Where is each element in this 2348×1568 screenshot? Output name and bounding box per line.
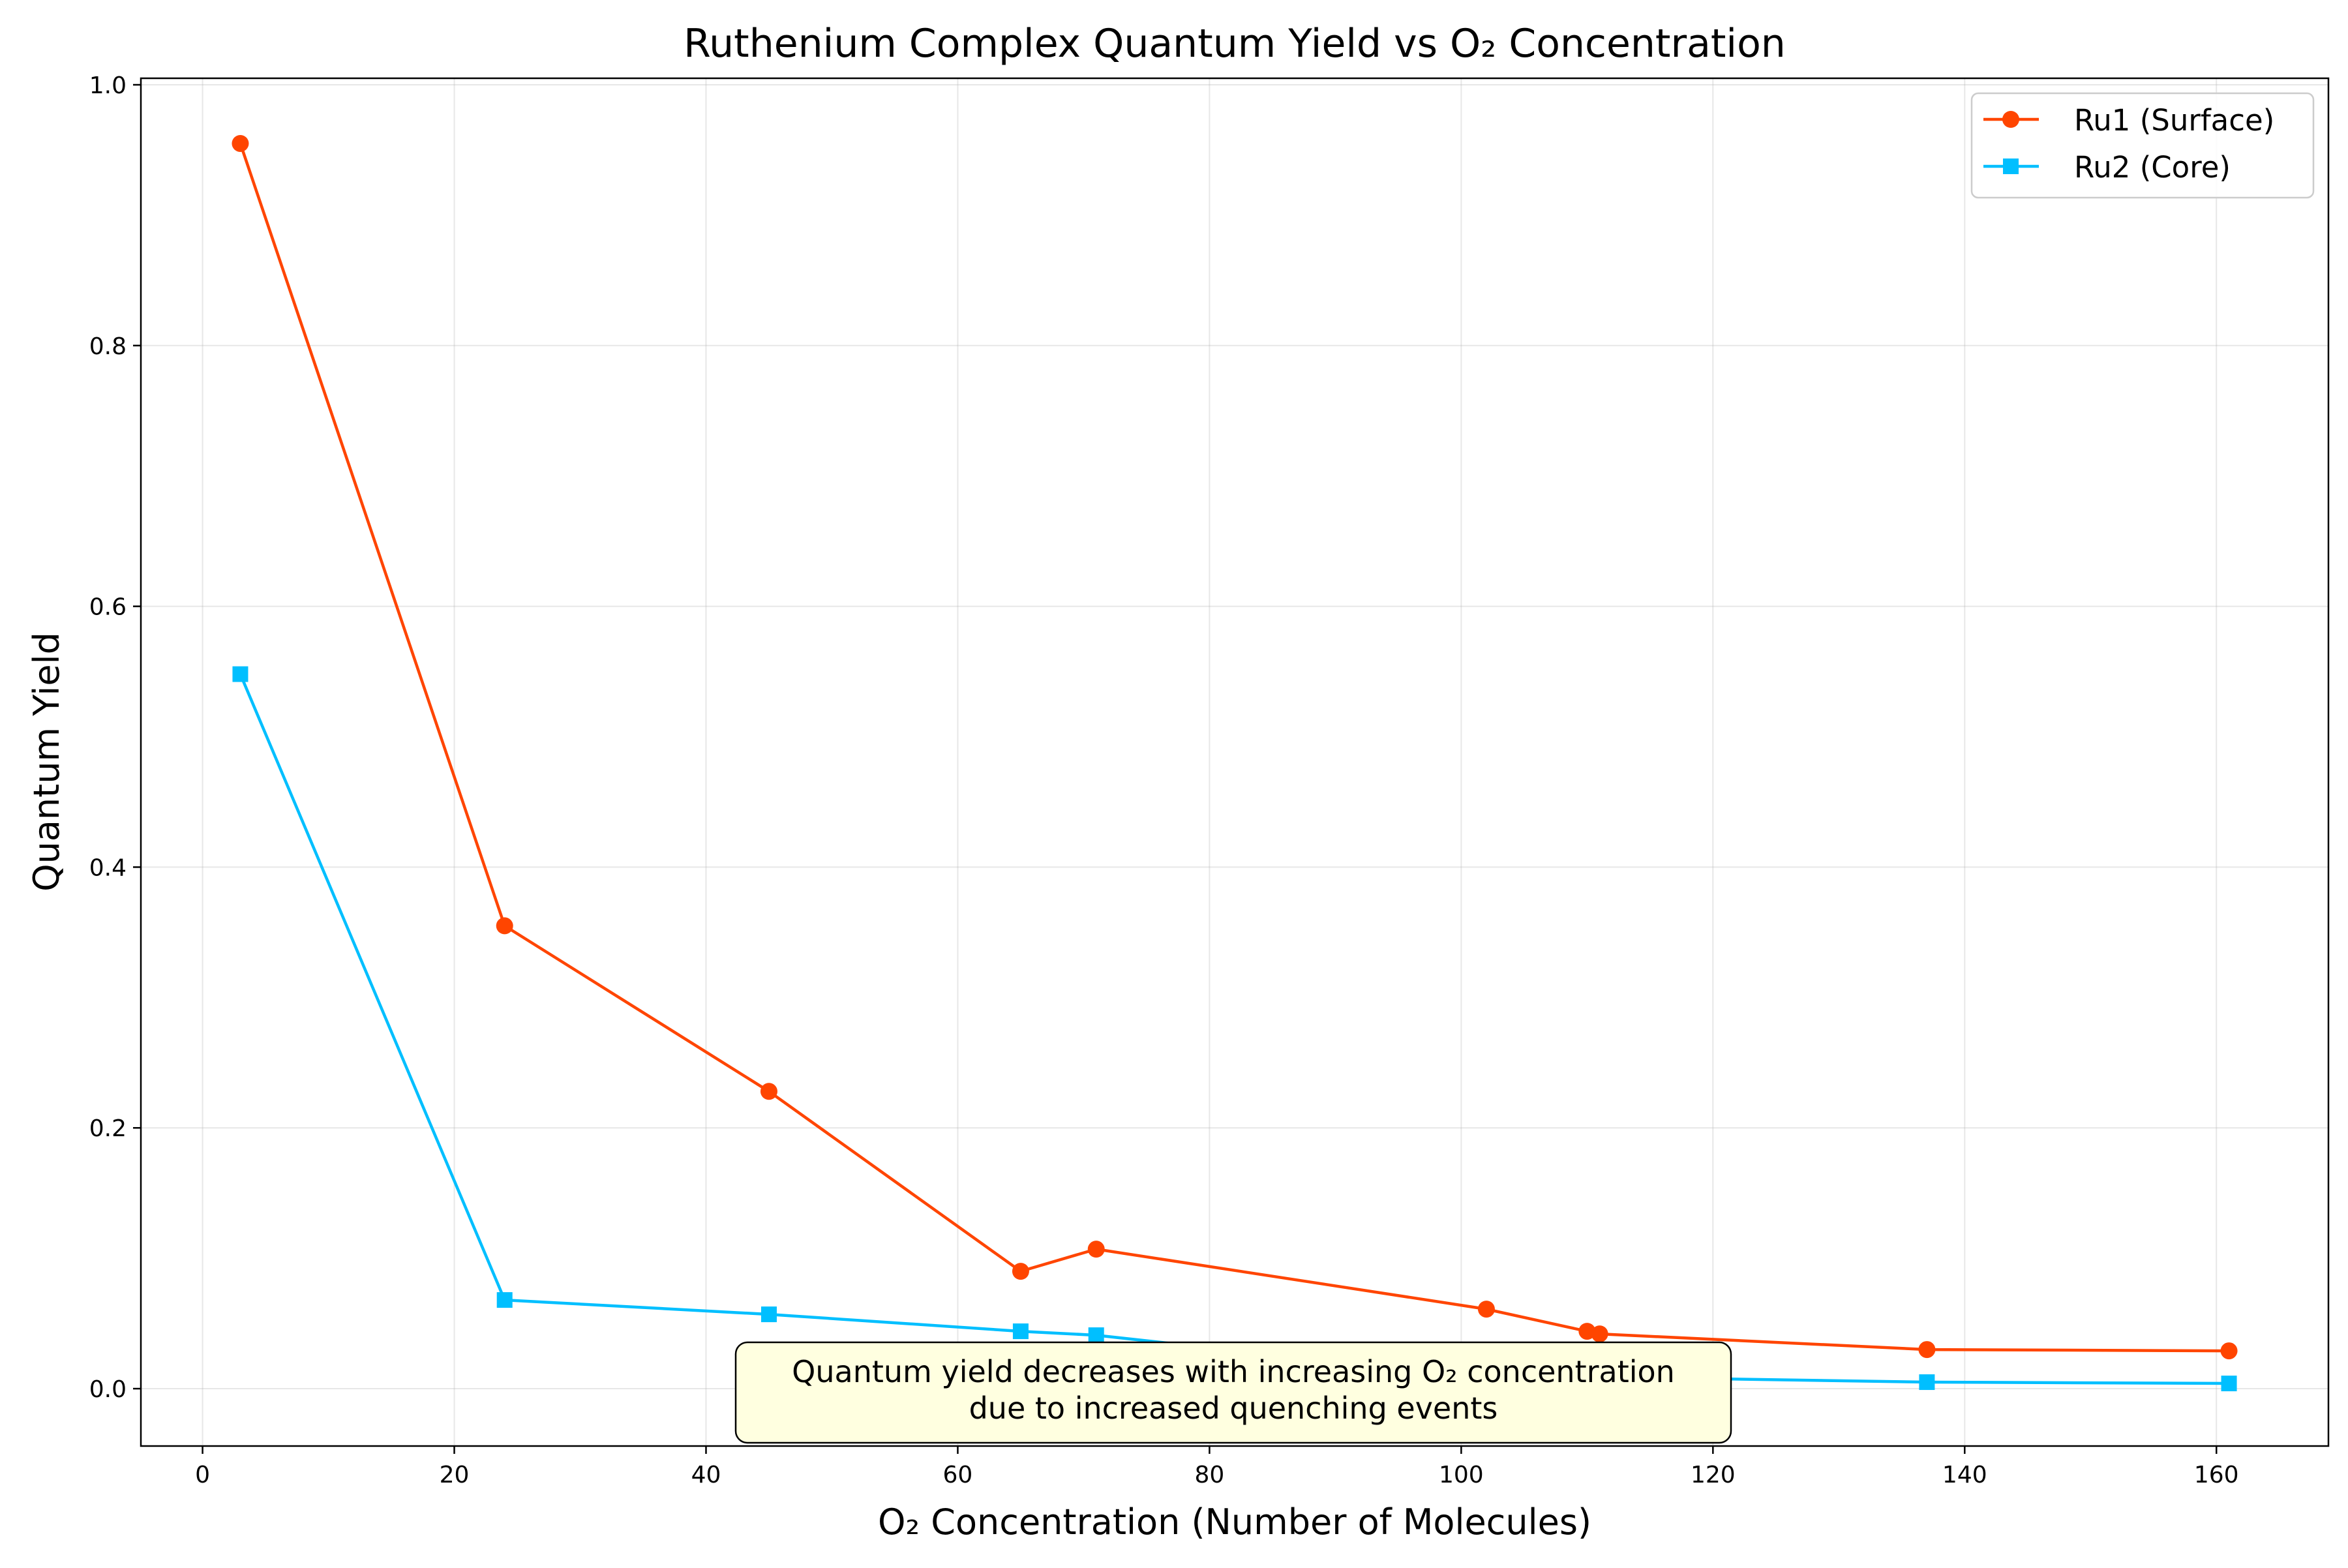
data-point-ru2 (2221, 1376, 2237, 1392)
data-point-ru2 (1088, 1327, 1104, 1344)
y-tick-label: 1.0 (89, 72, 127, 99)
data-point-ru2 (760, 1306, 777, 1323)
annotation-box: Quantum yield decreases with increasing … (734, 1341, 1732, 1444)
axis-ticks: 0 20 40 60 80 100 120 140 160 0.0 0.2 0.4 0.6 0.8 1.0 (89, 72, 2239, 1488)
data-point-ru1 (1578, 1323, 1596, 1340)
legend-label-ru1: Ru1 (Surface) (2074, 103, 2274, 138)
y-tick-label: 0.8 (89, 333, 127, 360)
data-point-ru2 (496, 1292, 513, 1308)
annotation-line-1: Quantum yield decreases with increasing … (792, 1354, 1675, 1389)
plot-frame (140, 77, 2330, 1447)
annotation-background (734, 1341, 1732, 1444)
data-point-ru1 (496, 917, 513, 935)
y-tick-label: 0.2 (89, 1115, 127, 1142)
legend: Ru1 (Surface) Ru2 (Core) (1970, 92, 2315, 199)
y-tick-label: 0.4 (89, 854, 127, 881)
data-point-ru1 (760, 1083, 777, 1100)
legend-marker-ru1 (2002, 111, 2019, 128)
grid (141, 78, 2328, 1446)
x-tick-label: 120 (1691, 1462, 1736, 1488)
data-point-ru2 (1919, 1374, 1935, 1391)
data-point-ru2 (232, 666, 248, 682)
data-point-ru1 (1591, 1325, 1608, 1343)
data-point-ru1 (1477, 1301, 1495, 1318)
data-point-ru1 (2220, 1342, 2238, 1360)
legend-label-ru2: Ru2 (Core) (2074, 150, 2231, 185)
x-tick-label: 80 (1194, 1462, 1224, 1488)
series-ru1 (232, 134, 2238, 1360)
x-axis-label: O₂ Concentration (Number of Molecules) (878, 1501, 1591, 1543)
x-tick-label: 40 (691, 1462, 721, 1488)
x-tick-label: 60 (943, 1462, 973, 1488)
y-tick-label: 0.6 (89, 594, 127, 621)
y-tick-label: 0.0 (89, 1376, 127, 1403)
data-point-ru1 (1918, 1341, 1936, 1359)
annotation-line-2: due to increased quenching events (969, 1391, 1498, 1426)
x-tick-label: 20 (440, 1462, 470, 1488)
x-tick-label: 140 (1942, 1462, 1987, 1488)
data-point-ru1 (232, 134, 249, 152)
legend-frame (1970, 92, 2315, 199)
series-layer (232, 134, 2238, 1392)
data-point-ru1 (1012, 1263, 1029, 1280)
data-point-ru1 (1087, 1241, 1105, 1258)
y-axis-label: Quantum Yield (26, 632, 67, 892)
data-point-ru2 (1012, 1323, 1029, 1340)
x-tick-label: 0 (195, 1462, 210, 1488)
chart-title: Ruthenium Complex Quantum Yield vs O₂ Co… (684, 21, 1786, 67)
legend-marker-ru2 (2003, 158, 2019, 174)
x-tick-label: 100 (1439, 1462, 1484, 1488)
x-tick-label: 160 (2194, 1462, 2239, 1488)
series-line-ru1 (239, 143, 2229, 1353)
